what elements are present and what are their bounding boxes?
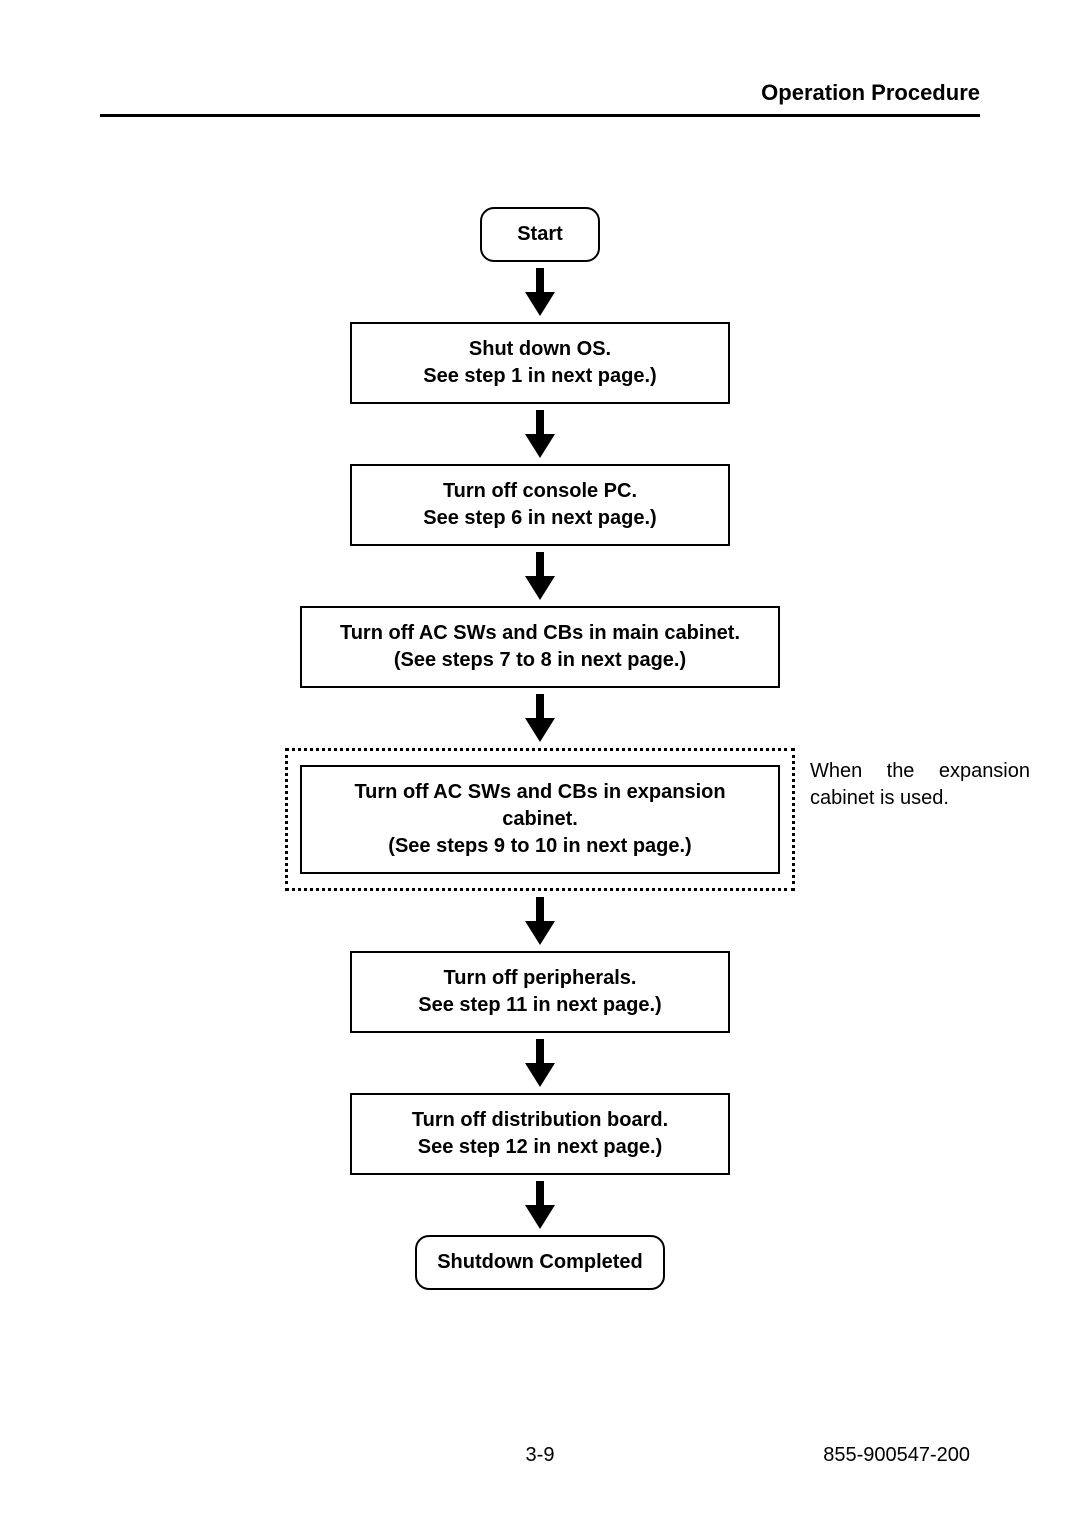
page-footer: 3-9 855-900547-200 — [100, 1444, 980, 1467]
completed-node: Shutdown Completed — [415, 1235, 665, 1290]
peripherals-node: Turn off peripherals. See step 11 in nex… — [350, 951, 730, 1033]
arrow-3 — [100, 552, 980, 600]
expansion-cabinet-node: Turn off AC SWs and CBs in expansion cab… — [300, 765, 780, 874]
start-node: Start — [480, 207, 600, 262]
flow-row-main-cabinet: Turn off AC SWs and CBs in main cabinet.… — [100, 606, 980, 688]
doc-number: 855-900547-200 — [823, 1444, 970, 1467]
flowchart: Start Shut down OS. See step 1 in next p… — [100, 207, 980, 1290]
arrow-down-icon — [523, 1181, 557, 1229]
arrow-1 — [100, 268, 980, 316]
page: Operation Procedure Start Shut down OS. … — [0, 0, 1080, 1527]
main-cabinet-node: Turn off AC SWs and CBs in main cabinet.… — [300, 606, 780, 688]
arrow-7 — [100, 1181, 980, 1229]
distribution-node: Turn off distribution board. See step 12… — [350, 1093, 730, 1175]
page-number: 3-9 — [526, 1444, 555, 1467]
arrow-down-icon — [523, 552, 557, 600]
header-title: Operation Procedure — [100, 80, 980, 114]
conditional-dashed-box: Turn off AC SWs and CBs in expansion cab… — [285, 748, 795, 891]
arrow-5 — [100, 897, 980, 945]
shutdown-os-node: Shut down OS. See step 1 in next page.) — [350, 322, 730, 404]
arrow-down-icon — [523, 1039, 557, 1087]
arrow-down-icon — [523, 268, 557, 316]
arrow-2 — [100, 410, 980, 458]
arrow-6 — [100, 1039, 980, 1087]
flow-row-expansion-group: Turn off AC SWs and CBs in expansion cab… — [100, 748, 980, 891]
flow-row-peripherals: Turn off peripherals. See step 11 in nex… — [100, 951, 980, 1033]
expansion-annotation: When the expansion cabinet is used. — [810, 758, 1030, 812]
arrow-down-icon — [523, 694, 557, 742]
arrow-down-icon — [523, 897, 557, 945]
console-pc-node: Turn off console PC. See step 6 in next … — [350, 464, 730, 546]
arrow-down-icon — [523, 410, 557, 458]
arrow-4 — [100, 694, 980, 742]
header-rule — [100, 114, 980, 117]
flow-row-completed: Shutdown Completed — [100, 1235, 980, 1290]
flow-row-start: Start — [100, 207, 980, 262]
flow-row-os: Shut down OS. See step 1 in next page.) — [100, 322, 980, 404]
flow-row-distribution: Turn off distribution board. See step 12… — [100, 1093, 980, 1175]
flow-row-console: Turn off console PC. See step 6 in next … — [100, 464, 980, 546]
